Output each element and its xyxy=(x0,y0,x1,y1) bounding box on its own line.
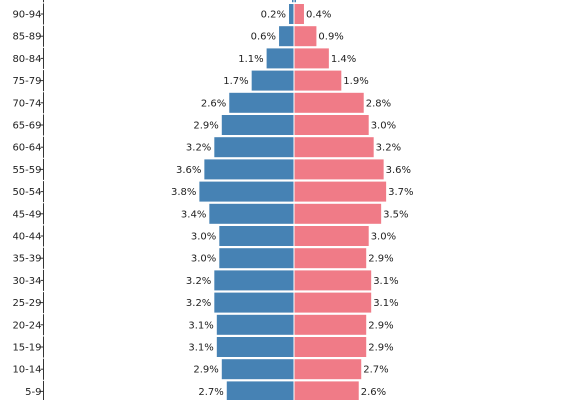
bar-right xyxy=(294,248,367,269)
bar-left xyxy=(216,314,294,335)
data-label-left: 2.7% xyxy=(198,387,223,398)
data-label-right: 2.9% xyxy=(368,254,393,265)
bar-left xyxy=(289,4,294,24)
y-tick-label: 90-94 xyxy=(12,10,41,21)
bar-right xyxy=(294,270,372,291)
bar-left xyxy=(216,337,294,357)
bar-right xyxy=(294,4,304,24)
data-label-left: 2.9% xyxy=(193,365,218,376)
bar-right xyxy=(294,159,384,180)
bar-left xyxy=(266,48,294,69)
data-label-right: 3.6% xyxy=(386,165,411,176)
data-label-right: 3.0% xyxy=(371,121,396,132)
y-tick-label: 70-74 xyxy=(12,98,41,109)
y-tick-label: 60-64 xyxy=(12,143,41,154)
data-label-right: 3.2% xyxy=(376,143,401,154)
data-label-left: 1.1% xyxy=(238,54,263,65)
data-label-right: 3.5% xyxy=(383,209,408,220)
bar-right xyxy=(294,26,317,47)
bar-right xyxy=(294,381,359,400)
data-label-right: 2.9% xyxy=(368,343,393,354)
bar-left xyxy=(251,70,294,91)
y-tick-label: 25-29 xyxy=(12,298,41,309)
y-tick-label: 35-39 xyxy=(12,254,41,265)
data-label-left: 3.2% xyxy=(186,276,211,287)
bar-left xyxy=(214,270,294,291)
data-label-right: 1.4% xyxy=(331,54,356,65)
data-label-right: 3.1% xyxy=(373,276,398,287)
bar-left xyxy=(221,115,294,135)
data-label-left: 2.6% xyxy=(201,98,226,109)
data-label-left: 1.7% xyxy=(223,76,248,87)
data-label-left: 3.6% xyxy=(176,165,201,176)
y-axis: 90-94 85-89 80-84 75-79 70-74 65-69 60-64 55-59… xyxy=(12,0,44,400)
bar-right xyxy=(294,226,369,246)
y-tick-label: 75-79 xyxy=(12,76,41,87)
y-tick-label: 45-49 xyxy=(12,209,41,220)
data-label-left: 3.8% xyxy=(171,187,196,198)
bar-right xyxy=(294,359,362,380)
y-tick-label: 10-14 xyxy=(12,365,41,376)
data-label-left: 3.0% xyxy=(191,232,216,243)
y-tick-label: 40-44 xyxy=(12,232,41,243)
bar-left xyxy=(226,381,294,400)
bar-left xyxy=(219,248,294,269)
data-label-left: 3.1% xyxy=(188,320,213,331)
data-label-left: 2.9% xyxy=(193,121,218,132)
bar-left xyxy=(209,203,294,224)
data-label-right: 2.6% xyxy=(361,387,386,398)
data-label-left: 3.1% xyxy=(188,343,213,354)
bar-left xyxy=(279,26,294,47)
bar-right xyxy=(294,48,329,69)
data-label-right: 3.1% xyxy=(373,298,398,309)
data-label-left: 3.0% xyxy=(191,254,216,265)
bar-right xyxy=(294,314,367,335)
data-label-right: 3.7% xyxy=(388,187,413,198)
bar-left xyxy=(199,181,294,202)
data-label-right: 0.9% xyxy=(318,32,343,43)
bar-right xyxy=(294,292,372,313)
bar-left xyxy=(219,226,294,246)
bar-right xyxy=(294,92,364,113)
bar-left xyxy=(214,137,294,158)
bar-right xyxy=(294,115,369,135)
bar-right xyxy=(294,70,342,91)
y-tick-label: 50-54 xyxy=(12,187,41,198)
bar-left xyxy=(214,292,294,313)
y-tick-label: 85-89 xyxy=(12,32,41,43)
y-tick-label: 5-9 xyxy=(25,387,41,398)
bar-left xyxy=(229,92,294,113)
labels-group: 0.2% 0.4% 0.6% 0.9% 1.1% 1.4% 1.7% 1.9% 2.6% 2.8%… xyxy=(171,10,414,398)
bar-left xyxy=(204,159,294,180)
y-tick-label: 65-69 xyxy=(12,121,41,132)
data-label-right: 0.4% xyxy=(306,10,331,21)
data-label-left: 0.6% xyxy=(251,32,276,43)
data-label-right: 1.9% xyxy=(343,76,368,87)
bar-left xyxy=(221,359,294,380)
data-label-left: 3.4% xyxy=(181,209,206,220)
bar-right xyxy=(294,137,374,158)
data-label-right: 2.8% xyxy=(366,98,391,109)
y-tick-label: 15-19 xyxy=(12,343,41,354)
bar-right xyxy=(294,203,382,224)
y-tick-label: 80-84 xyxy=(12,54,41,65)
data-label-right: 3.0% xyxy=(371,232,396,243)
y-tick-label: 20-24 xyxy=(12,320,41,331)
bar-right xyxy=(294,181,387,202)
data-label-right: 2.7% xyxy=(363,365,388,376)
y-tick-label: 55-59 xyxy=(12,165,41,176)
data-label-left: 3.2% xyxy=(186,143,211,154)
data-label-right: 2.9% xyxy=(368,320,393,331)
data-label-left: 0.2% xyxy=(261,10,286,21)
y-tick-label: 30-34 xyxy=(12,276,41,287)
bar-right xyxy=(294,337,367,357)
data-label-left: 3.2% xyxy=(186,298,211,309)
